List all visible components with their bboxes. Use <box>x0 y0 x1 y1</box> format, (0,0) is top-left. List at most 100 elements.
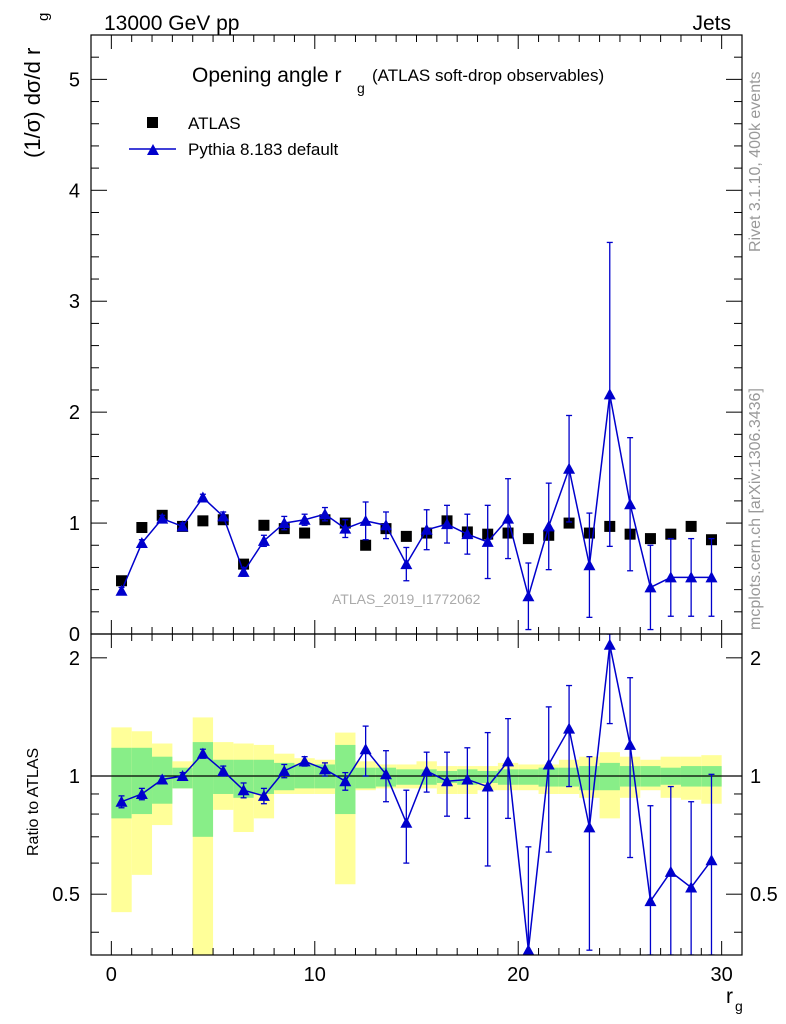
band-inner-bin <box>131 747 153 815</box>
ratio-panel-mc <box>115 634 718 955</box>
mc-point <box>359 514 372 526</box>
main-ylabel: (1/σ) dσ/d r g <box>20 13 52 158</box>
main-y-tick-label: 0 <box>69 624 80 646</box>
ratio-uncertainty-bands <box>111 717 722 955</box>
ratio-point <box>441 775 454 787</box>
legend-data-marker <box>147 117 158 128</box>
mcplots-text: mcplots.cern.ch [arXiv:1306.3436] <box>747 388 764 630</box>
main-y-tick-label: 4 <box>69 180 80 202</box>
data-point <box>360 539 372 551</box>
ratio-y-tick-label: 1 <box>69 766 80 788</box>
mc-point <box>318 508 331 520</box>
ratio-point <box>542 758 555 770</box>
mc-point <box>481 535 494 547</box>
x-tick-label: 10 <box>304 964 326 986</box>
data-point <box>685 520 697 532</box>
ratio-point <box>278 764 291 776</box>
legend-mc-marker <box>147 144 159 155</box>
mc-point <box>115 584 128 596</box>
ratio-point <box>176 770 189 782</box>
mc-point <box>298 513 311 525</box>
main-y-tick-label: 5 <box>69 69 80 91</box>
data-point <box>400 530 412 542</box>
x-tick-label: 20 <box>507 964 529 986</box>
ratio-point <box>400 816 413 828</box>
ratio-point <box>461 773 474 785</box>
ratio-point <box>481 780 494 792</box>
mc-point <box>603 388 616 400</box>
main-y-tick-label: 1 <box>69 513 80 535</box>
mc-point <box>420 523 433 535</box>
band-inner-bin <box>396 769 417 785</box>
xlabel-sub: g <box>735 998 743 1014</box>
ratio-point <box>237 784 250 796</box>
main-ylabel-text: (1/σ) dσ/d r <box>20 48 45 158</box>
band-inner-bin <box>192 742 214 837</box>
band-inner-bin <box>355 767 376 789</box>
ratio-point <box>217 764 230 776</box>
mc-point <box>461 528 474 540</box>
mc-point <box>196 491 209 503</box>
process-label: Jets <box>692 12 731 35</box>
ratio-point <box>298 755 311 767</box>
ratio-point <box>359 743 372 755</box>
ratio-point <box>379 768 392 780</box>
band-inner-bin <box>111 747 132 819</box>
ratio-point <box>563 722 576 734</box>
ratio-ylabel: Ratio to ATLAS <box>25 748 42 856</box>
data-point <box>644 533 656 545</box>
ratio-point <box>115 795 128 807</box>
mc-point <box>502 512 515 524</box>
mc-point <box>400 558 413 570</box>
plot-content <box>91 241 742 955</box>
energy-label: 13000 GeV pp <box>104 12 239 35</box>
ratio-y-tick-label-right: 1 <box>750 766 761 788</box>
mc-point <box>664 571 677 583</box>
title-main: Opening angle r <box>192 64 341 87</box>
title-extra: (ATLAS soft-drop observables) <box>372 66 604 85</box>
mc-point <box>522 590 535 602</box>
ratio-y-tick-label-right: 2 <box>750 648 761 670</box>
legend: ATLAS Pythia 8.183 default <box>129 114 339 159</box>
title-sub: g <box>357 80 365 96</box>
data-point <box>563 517 575 529</box>
data-point <box>197 515 209 527</box>
analysis-watermark: ATLAS_2019_I1772062 <box>332 591 481 607</box>
data-point <box>116 575 128 587</box>
mc-series-line <box>120 394 712 600</box>
data-point <box>136 522 148 534</box>
x-tick-label: 0 <box>106 964 117 986</box>
ratio-point <box>420 764 433 776</box>
band-inner-bin <box>233 759 254 798</box>
ratio-y-tick-label: 0.5 <box>52 884 80 906</box>
ratio-y-tick-label: 2 <box>69 648 80 670</box>
ratio-panel-frame <box>90 633 743 956</box>
band-inner-bin <box>253 759 275 794</box>
data-point <box>522 533 534 545</box>
band-inner-bin <box>518 769 539 785</box>
mc-point <box>705 571 718 583</box>
band-inner-bin <box>213 759 234 794</box>
mc-point <box>441 518 454 530</box>
mc-point <box>339 522 352 534</box>
mc-point <box>542 520 555 532</box>
data-point <box>665 528 677 540</box>
ratio-point <box>196 747 209 759</box>
ratio-point <box>522 944 535 955</box>
mc-point <box>257 534 270 546</box>
data-point <box>299 527 311 539</box>
ratio-point <box>624 738 637 750</box>
mc-point <box>685 571 698 583</box>
ratio-point <box>705 854 718 866</box>
plot-title: Opening angle r g (ATLAS soft-drop obser… <box>192 64 604 96</box>
mc-point <box>644 581 657 593</box>
ratio-series-line <box>121 644 713 951</box>
ratio-point <box>502 755 515 767</box>
ratio-point <box>339 775 352 787</box>
mc-point <box>237 565 250 577</box>
ratio-point <box>257 789 270 801</box>
ratio-point <box>135 787 148 799</box>
ratio-point <box>156 773 169 785</box>
ratio-point <box>583 821 596 833</box>
